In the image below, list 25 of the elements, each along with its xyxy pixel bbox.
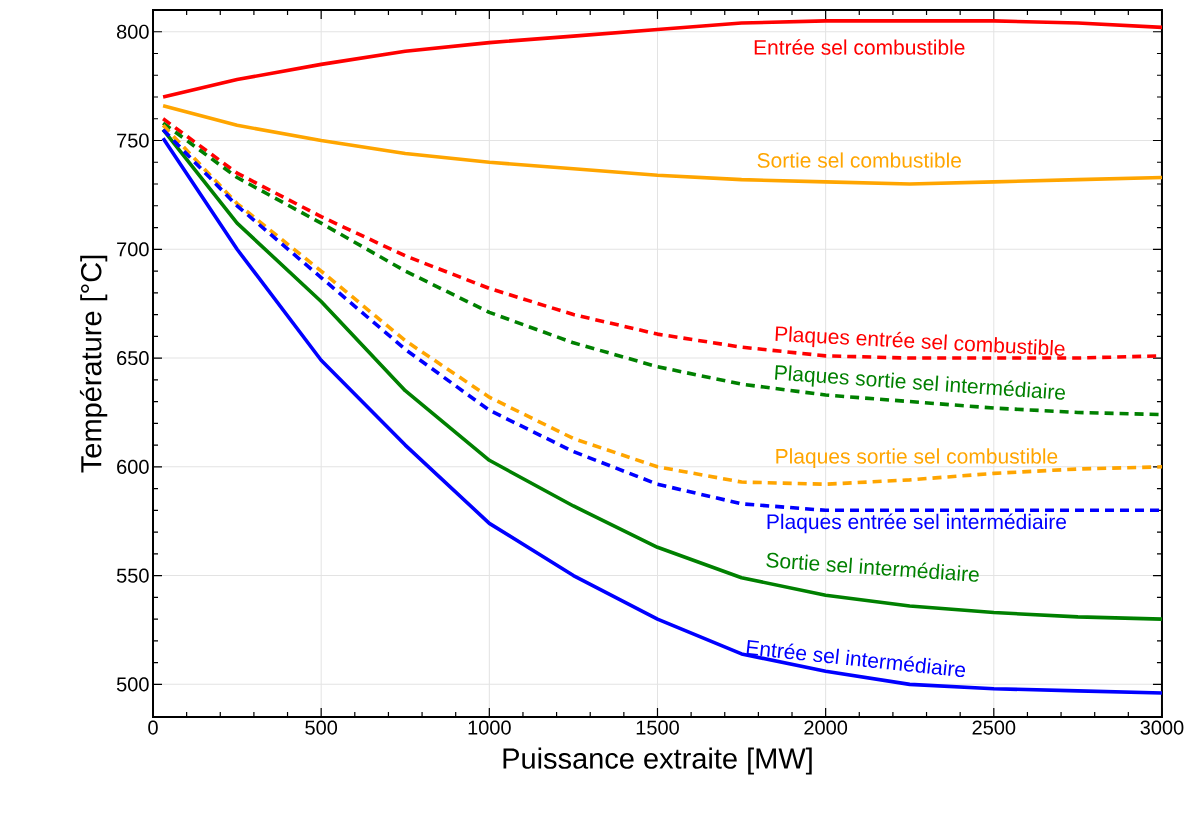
y-tick-label: 800: [116, 24, 149, 39]
x-tick-label: 0: [148, 720, 158, 735]
y-tick-label: 650: [117, 350, 149, 366]
x-tick-label: 2000: [804, 720, 848, 735]
y-tick-label: 700: [117, 242, 149, 257]
series-label: Plaques entrée sel intermédiaire: [767, 513, 1067, 534]
x-tick-label: 1500: [636, 720, 679, 735]
y-tick-label: 750: [117, 133, 149, 148]
y-tick-label: 600: [117, 459, 149, 474]
series-label: Entrée sel combustible: [754, 39, 965, 55]
text: Entrée sel intermédiaire: [746, 640, 966, 678]
x-tick-label: 1000: [468, 720, 511, 735]
series-label: Sortie sel intermédiaire: [766, 552, 979, 582]
series-label: Plaques sortie sel combustible: [776, 448, 1058, 468]
x-tick-label: 3000: [1140, 720, 1184, 735]
line-series: [161, 103, 1164, 186]
y-tick-label: 550: [116, 568, 149, 583]
series-label: Sortie sel combustible: [757, 152, 962, 168]
x-tick-label: 2500: [972, 720, 1016, 735]
x-axis-title: Puissance extraite [MW]: [503, 747, 812, 775]
x-tick-label: 500: [305, 720, 338, 735]
y-tick-label: 500: [116, 677, 149, 692]
series-label: Plaques sortie sel intermédiaire: [775, 365, 1065, 400]
series-label: Plaques entrée sel combustible: [775, 326, 1065, 356]
y-axis-title: Température [°C]: [79, 255, 108, 473]
